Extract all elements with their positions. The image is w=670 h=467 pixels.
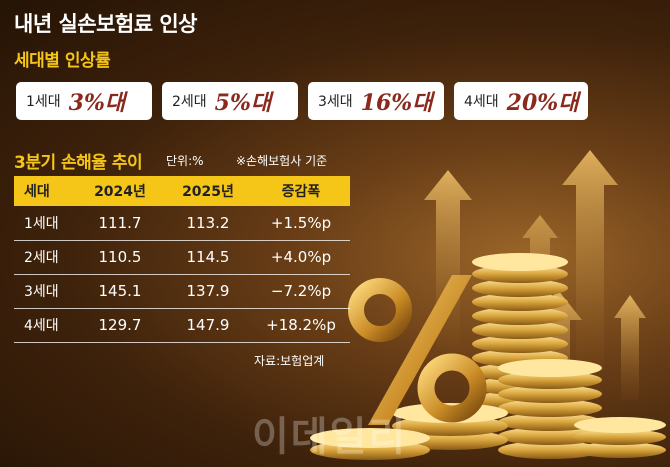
table-cell: 129.7 <box>76 308 164 343</box>
table-cell: 113.2 <box>164 206 252 241</box>
table-cell: 3세대 <box>14 274 76 309</box>
table-cell: 4세대 <box>14 308 76 343</box>
percent-icon <box>348 275 487 425</box>
coins-arrows-illustration <box>310 150 666 460</box>
table-header-row: 세대 2024년 2025년 증감폭 <box>14 176 350 206</box>
rate-card-generation: 1세대 <box>26 94 61 110</box>
rate-card-generation: 2세대 <box>172 94 207 110</box>
table-cell: 145.1 <box>76 274 164 309</box>
table-cell: 110.5 <box>76 240 164 275</box>
rate-card-generation: 4세대 <box>464 94 499 110</box>
rate-card-value: 20%대 <box>506 90 579 116</box>
table-cell: 111.7 <box>76 206 164 241</box>
rate-card-value: 5%대 <box>214 90 272 116</box>
unit-label: 단위:% <box>166 154 204 168</box>
loss-ratio-title: 3분기 손해율 추이 <box>14 153 143 173</box>
rate-card-gen1: 1세대 3%대 <box>16 82 152 120</box>
table-cell: −7.2%p <box>252 274 350 309</box>
source-note: 자료:보험업계 <box>254 354 325 368</box>
table-row: 4세대 129.7 147.9 +18.2%p <box>14 308 350 343</box>
column-header: 2025년 <box>164 176 252 206</box>
section-subtitle: 세대별 인상률 <box>14 51 111 71</box>
column-header: 세대 <box>14 176 76 206</box>
table-cell: +18.2%p <box>252 308 350 343</box>
table-cell: 137.9 <box>164 274 252 309</box>
rate-card-value: 16%대 <box>360 90 433 116</box>
table-row: 2세대 110.5 114.5 +4.0%p <box>14 240 350 275</box>
column-header: 2024년 <box>76 176 164 206</box>
rate-card-value: 3%대 <box>68 90 126 116</box>
rate-card-generation: 3세대 <box>318 94 353 110</box>
page-title: 내년 실손보험료 인상 <box>14 12 198 36</box>
rate-card-gen4: 4세대 20%대 <box>454 82 588 120</box>
column-header: 증감폭 <box>252 176 350 206</box>
loss-ratio-table: 세대 2024년 2025년 증감폭 1세대 111.7 113.2 +1.5%… <box>14 176 350 343</box>
table-row: 1세대 111.7 113.2 +1.5%p <box>14 206 350 241</box>
basis-note: ※손해보험사 기준 <box>236 154 328 168</box>
table-cell: 1세대 <box>14 206 76 241</box>
table-cell: 147.9 <box>164 308 252 343</box>
table-cell: 114.5 <box>164 240 252 275</box>
table-row: 3세대 145.1 137.9 −7.2%p <box>14 274 350 309</box>
table-cell: +4.0%p <box>252 240 350 275</box>
table-cell: 2세대 <box>14 240 76 275</box>
table-cell: +1.5%p <box>252 206 350 241</box>
rate-card-gen3: 3세대 16%대 <box>308 82 444 120</box>
watermark-logo: 이데일리 <box>252 414 408 460</box>
rate-card-gen2: 2세대 5%대 <box>162 82 298 120</box>
